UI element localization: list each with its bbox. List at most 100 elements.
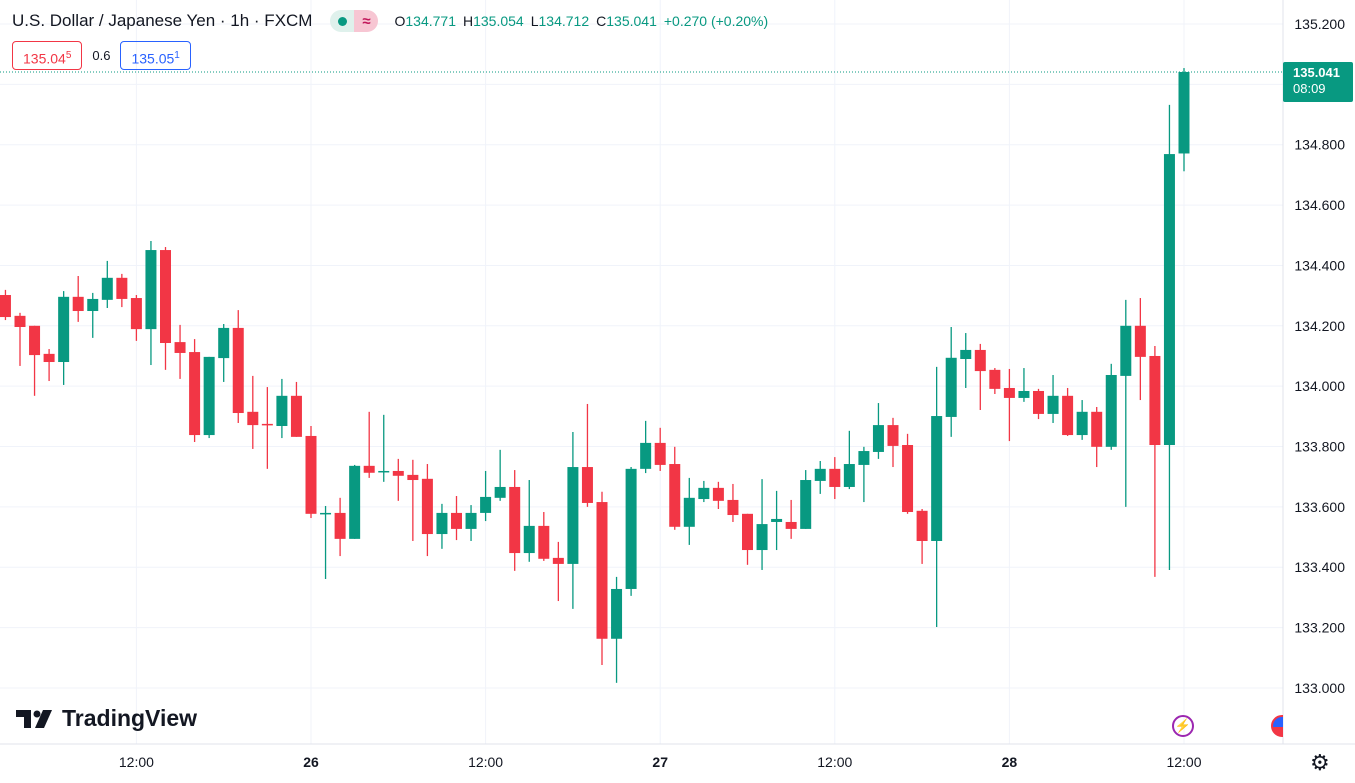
bar-countdown: 08:09 — [1293, 81, 1326, 96]
time-tick-label: 28 — [1002, 754, 1018, 770]
candle-up — [58, 291, 70, 385]
candle-up — [945, 327, 957, 437]
candle-up — [145, 240, 157, 366]
price-axis[interactable]: 135.200 134.800 134.600 134.400 134.200 134.0… — [1294, 16, 1345, 696]
candle-body — [843, 464, 855, 487]
candle-body — [756, 524, 768, 551]
buy-button[interactable]: 135.051 — [120, 41, 191, 70]
candle-down — [407, 459, 419, 541]
price-tick-label: 133.600 — [1294, 499, 1345, 515]
candle-body — [800, 480, 812, 529]
candle-up — [931, 366, 943, 627]
candle-body — [1134, 325, 1146, 357]
candle-up — [814, 461, 826, 494]
sell-button[interactable]: 135.045 — [12, 41, 83, 70]
close-label: C — [596, 13, 607, 29]
time-tick-label: 12:00 — [817, 754, 852, 770]
candle-up — [1076, 400, 1088, 440]
price-tick-label: 134.800 — [1294, 137, 1345, 153]
candle-body — [1018, 390, 1030, 398]
candle-body — [683, 497, 695, 527]
candle-down — [247, 375, 259, 449]
candle-down — [1062, 387, 1074, 436]
candle-up — [378, 414, 390, 482]
tradingview-logo-icon — [16, 709, 52, 728]
candle-body — [58, 296, 70, 363]
candle-down — [1134, 298, 1146, 401]
candle-up — [625, 467, 637, 596]
candle-up — [101, 260, 113, 308]
low-value: 134.712 — [538, 13, 590, 29]
candle-up — [1105, 363, 1117, 450]
lightning-event-icon[interactable]: ⚡ — [1172, 715, 1194, 737]
candle-body — [814, 468, 826, 481]
candle-body — [872, 425, 884, 452]
candle-body — [247, 411, 259, 426]
candle-body — [451, 512, 462, 529]
candle-up — [1047, 374, 1059, 423]
candle-down — [14, 312, 26, 366]
candle-body — [1076, 411, 1088, 436]
open-label: O — [394, 13, 406, 29]
symbol-title[interactable]: U.S. Dollar / Japanese Yen · 1h · FXCM — [12, 11, 313, 30]
candle-body — [567, 467, 579, 564]
candle-up — [1018, 368, 1030, 402]
candle-up — [1163, 104, 1175, 570]
time-tick-label: 27 — [652, 754, 668, 770]
tradingview-logo[interactable]: TradingView — [16, 705, 197, 732]
candle-body — [305, 435, 317, 514]
buy-price-pip: 1 — [174, 50, 180, 61]
candle-body — [101, 277, 113, 300]
candle-down — [887, 417, 899, 468]
candle-body — [742, 513, 753, 551]
data-delay-icon: ≈ — [354, 10, 379, 32]
high-value: 135.054 — [473, 13, 524, 29]
candle-down — [451, 496, 462, 541]
candle-body — [611, 588, 623, 639]
candle-up — [436, 503, 448, 549]
economic-event-flag-icon[interactable] — [1271, 715, 1283, 739]
candle-body — [596, 502, 608, 639]
candle-down — [160, 247, 171, 370]
candle-body — [160, 250, 171, 344]
candle-down — [509, 470, 521, 571]
price-tick-label: 133.800 — [1294, 439, 1345, 455]
time-axis[interactable]: 12:00 26 12:00 27 12:00 28 12:00 — [119, 754, 1202, 770]
candle-body — [72, 296, 84, 312]
candle-body — [785, 521, 797, 529]
candle-body — [29, 325, 41, 356]
candle-body — [494, 486, 506, 498]
candle-up — [858, 446, 870, 503]
market-open-dot-icon — [330, 10, 355, 32]
candle-up — [87, 292, 99, 338]
candle-up — [480, 470, 492, 522]
candle-down — [29, 325, 41, 396]
candle-body — [902, 445, 914, 513]
candle-up — [523, 480, 535, 562]
candle-body — [130, 298, 142, 330]
gear-icon[interactable]: ⚙ — [1310, 750, 1330, 775]
candle-body — [407, 474, 419, 481]
candle-body — [145, 250, 157, 330]
candle-body — [931, 416, 943, 541]
candle-down — [829, 457, 841, 500]
candle-body — [1149, 355, 1161, 446]
candle-body — [1062, 395, 1074, 436]
candle-body — [14, 315, 26, 328]
candle-down — [974, 343, 986, 411]
time-tick-label: 12:00 — [468, 754, 503, 770]
candle-body — [290, 395, 302, 437]
candle-body — [538, 525, 550, 559]
candle-down — [174, 324, 186, 379]
candle-down — [392, 458, 404, 501]
candle-down — [727, 483, 739, 522]
candle-down — [902, 433, 914, 514]
candle-body — [945, 357, 957, 417]
candle-down — [654, 427, 666, 471]
candle-up — [1120, 299, 1132, 507]
candle-down — [1149, 346, 1161, 577]
candle-up — [683, 477, 695, 545]
market-status-pill[interactable]: ≈ — [330, 10, 379, 32]
candle-down — [916, 508, 928, 564]
